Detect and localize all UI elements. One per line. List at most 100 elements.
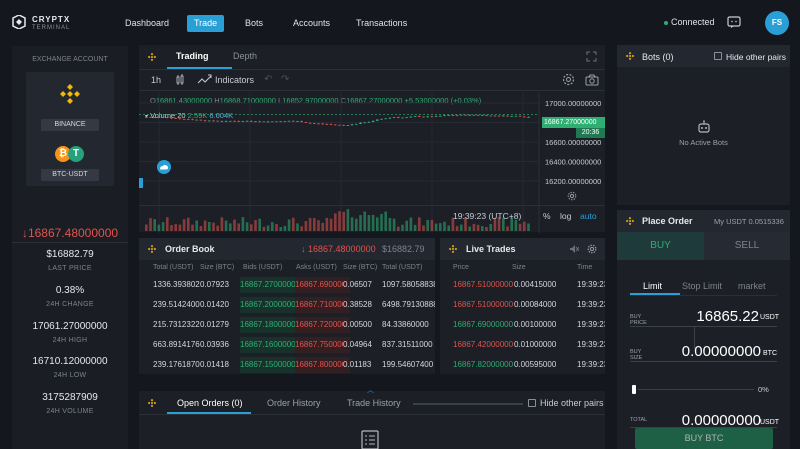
bid-depth-bar <box>240 297 295 313</box>
buy-btc-button[interactable]: BUY BTC <box>635 428 773 449</box>
candle-type-icon[interactable] <box>175 74 185 86</box>
candle-body <box>321 123 324 125</box>
ask-price: 16867.75000000 <box>295 340 343 349</box>
tab-depth[interactable]: Depth <box>233 51 258 61</box>
ob-header-total-bid-text: Total (USDT) <box>153 264 194 271</box>
camera-icon[interactable] <box>585 74 599 86</box>
log-scale-button[interactable]: log <box>560 211 572 221</box>
bots-hide-pairs-checkbox[interactable] <box>714 52 722 60</box>
tab-trade-history[interactable]: Trade History <box>347 398 401 408</box>
tab-trading[interactable]: Trading <box>176 51 209 61</box>
size-unit: BTC <box>763 350 777 357</box>
ask-total: 6498.79130888 <box>382 300 435 309</box>
volume-bar <box>468 226 471 231</box>
indicators-icon[interactable] <box>197 74 213 86</box>
order-book-row[interactable]: 239.17618700 0.01418 16867.15000000 16867.8… <box>139 355 435 375</box>
tab-open-orders[interactable]: Open Orders (0) <box>177 398 243 408</box>
order-type-stop-limit[interactable]: Stop Limit <box>682 281 723 291</box>
ask-size: 0.00500 <box>343 320 372 329</box>
trade-time: 19:39:23 <box>577 360 605 369</box>
candle-body <box>161 117 165 118</box>
ask-total: 199.54607400 <box>382 360 434 369</box>
candle-body <box>262 121 266 123</box>
size-slider-handle[interactable] <box>632 385 636 394</box>
nav-accounts[interactable]: Accounts <box>293 18 331 28</box>
price-unit: USDT <box>760 314 780 321</box>
expand-up-icon[interactable]: ︿ <box>367 387 374 394</box>
volume-bar <box>313 218 316 231</box>
divider <box>12 242 128 243</box>
volume-bar <box>283 225 287 231</box>
candle-body <box>510 116 513 117</box>
scroll-handle[interactable] <box>139 178 143 188</box>
order-book-row[interactable]: 1336.393802110.07923 16867.2700000016867.… <box>139 275 435 295</box>
nav-bots[interactable]: Bots <box>245 18 264 28</box>
order-book-rows: 1336.393802110.0792316867.2700000016867.… <box>139 275 435 375</box>
settings-icon[interactable] <box>587 244 597 254</box>
volume-bar <box>401 224 404 231</box>
undo-icon[interactable]: ↶ <box>264 74 273 85</box>
volume-bar <box>380 213 383 231</box>
volume-bar <box>229 223 232 231</box>
volume-bar <box>157 224 161 231</box>
tab-scrollbar[interactable] <box>413 403 523 405</box>
y-tick-label: 17000.00000000 <box>545 99 601 108</box>
volume-bar <box>166 217 169 231</box>
volume-bar <box>182 219 186 231</box>
volume-bar <box>413 224 417 231</box>
order-book-row[interactable]: 239.51424000 0.01420 16867.20000000 16867.7… <box>139 295 435 315</box>
order-type-limit[interactable]: Limit <box>643 281 663 291</box>
exchange-sidebar: EXCHANGE ACCOUNT BINANCE ₿ T BTC-USDT ↓1… <box>12 46 128 449</box>
interval-selector[interactable]: 1h <box>151 75 162 85</box>
user-avatar[interactable]: FS <box>765 11 789 35</box>
volume-bar <box>418 217 421 231</box>
candle-body <box>241 121 245 122</box>
bid-total: 239.51424000 <box>153 300 200 309</box>
chat-icon[interactable] <box>727 16 741 29</box>
candle-body <box>212 120 215 122</box>
nav-trade[interactable]: Trade <box>187 15 225 32</box>
volume-bar <box>203 220 207 231</box>
ob-header-size-ask-text: Size (BTC) <box>343 264 378 271</box>
hide-pairs-checkbox[interactable] <box>528 399 536 407</box>
buy-tab[interactable]: BUY <box>617 232 704 260</box>
candle-body <box>317 123 320 125</box>
tab-order-history[interactable]: Order History <box>267 398 321 408</box>
tab-active-indicator <box>167 412 251 414</box>
mute-icon[interactable] <box>569 244 579 254</box>
percent-scale-button[interactable]: % <box>543 211 551 221</box>
redo-icon[interactable]: ↷ <box>281 74 290 85</box>
volume-bar <box>518 223 522 231</box>
volume-value: 3175287909 <box>42 392 98 403</box>
divider <box>630 295 777 296</box>
indicators-button[interactable]: Indicators <box>215 75 255 85</box>
chart-settings-icon[interactable] <box>567 191 577 201</box>
exchange-card[interactable]: BINANCE ₿ T BTC-USDT <box>26 72 114 186</box>
ask-depth-bar <box>295 357 350 373</box>
order-book-row[interactable]: 663.89141760 0.03936 16867.16000000 16867.7… <box>139 335 435 355</box>
ask-size: 0.04964 <box>343 340 372 349</box>
last-price-label: LAST PRICE <box>48 265 92 272</box>
size-input[interactable]: 0.00000000 <box>681 343 761 360</box>
order-book-header: Order Book ↓ 16867.48000000 $16882.79 <box>139 238 435 260</box>
auto-scale-button[interactable]: auto <box>580 211 597 221</box>
price-input[interactable]: 16865.22 <box>696 308 759 325</box>
size-slider-track[interactable] <box>638 389 754 390</box>
total-input[interactable]: 0.00000000 <box>681 412 761 429</box>
sell-tab[interactable]: SELL <box>704 232 790 260</box>
fullscreen-icon[interactable] <box>586 51 597 62</box>
order-type-market[interactable]: market <box>738 281 766 291</box>
order-book-row[interactable]: 215.73123220 0.01279 16867.18000000 16867.7… <box>139 315 435 335</box>
volume-bar <box>254 220 257 231</box>
nav-transactions[interactable]: Transactions <box>356 18 408 28</box>
buy-price-label-2: PRICE <box>630 320 647 326</box>
candle-body <box>229 120 232 122</box>
volume-bar <box>233 219 236 231</box>
bid-price: 16867.20000000 <box>240 300 295 309</box>
volume-bar <box>350 217 354 231</box>
nav-dashboard[interactable]: Dashboard <box>125 18 170 28</box>
bid-size: 0.01279 <box>200 320 229 329</box>
price-chart[interactable]: 17000.0000000016800.0000000016600.000000… <box>139 93 605 233</box>
settings-icon[interactable] <box>562 73 575 86</box>
